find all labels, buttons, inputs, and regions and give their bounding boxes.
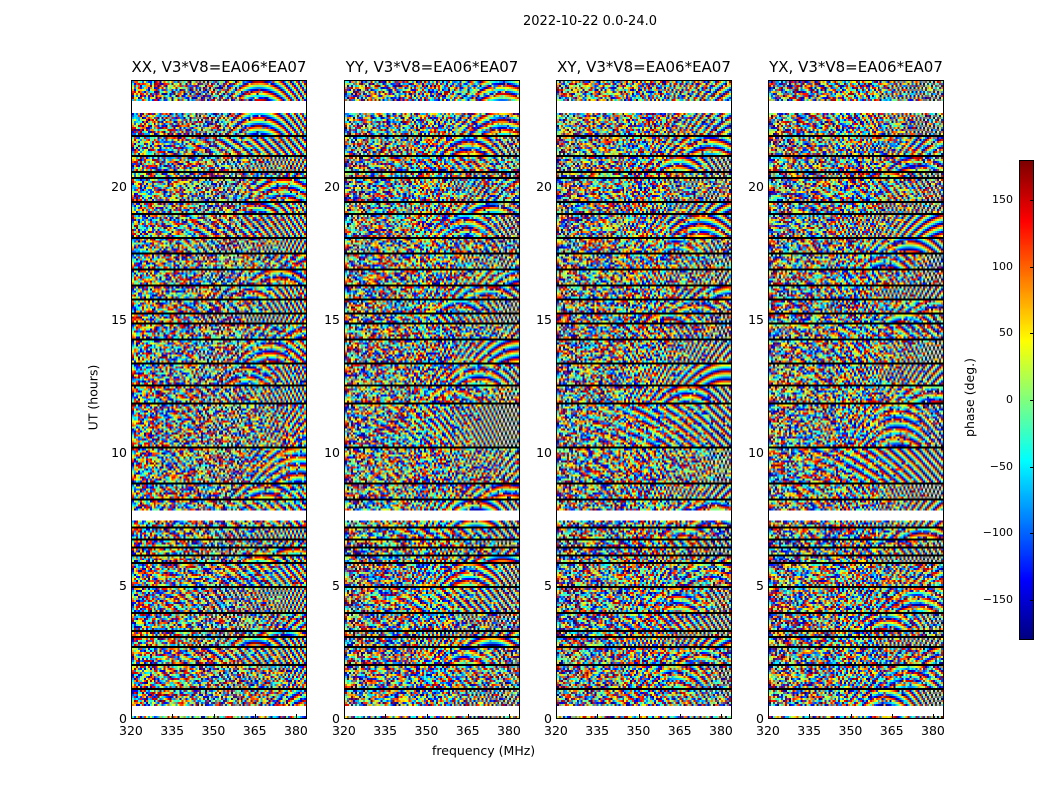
x-tick-label: 350 xyxy=(414,723,439,738)
x-tick-label: 380 xyxy=(709,723,733,738)
y-axis-label: UT (hours) xyxy=(85,364,101,431)
colorbar-tick-mark xyxy=(1030,600,1034,601)
x-tick-label: 365 xyxy=(455,723,480,738)
colorbar-tick-mark xyxy=(1030,333,1034,335)
y-tick-label: 10 xyxy=(324,444,340,460)
y-tick-label: 15 xyxy=(111,311,127,327)
y-tick-label: 15 xyxy=(536,311,552,327)
x-tick-label: 350 xyxy=(201,723,226,738)
heatmap-panel xyxy=(768,80,944,719)
heatmap-panel xyxy=(556,80,732,719)
x-tick-label: 335 xyxy=(797,723,822,738)
x-tick-label: 350 xyxy=(838,723,863,738)
x-tick-mark xyxy=(509,714,510,718)
y-tick-label: 0 xyxy=(119,711,127,726)
x-tick-mark xyxy=(809,714,811,718)
y-tick-label: 5 xyxy=(119,577,127,593)
y-tick-label: 20 xyxy=(536,178,552,194)
colorbar-tick-label: 150 xyxy=(992,193,1013,206)
x-tick-mark xyxy=(467,714,469,718)
x-tick-mark xyxy=(131,714,132,718)
x-tick-label: 350 xyxy=(626,723,651,738)
x-tick-label: 335 xyxy=(585,723,610,738)
y-tick-label: 20 xyxy=(324,178,340,194)
heatmap-image xyxy=(345,81,519,718)
y-tick-label: 10 xyxy=(536,444,552,460)
x-tick-mark xyxy=(638,714,640,718)
figure-title: 2022-10-22 0.0-24.0 xyxy=(523,14,657,29)
y-tick-label: 20 xyxy=(748,178,764,194)
y-tick-label: 10 xyxy=(111,444,127,460)
x-tick-label: 320 xyxy=(544,723,568,738)
y-tick-label: 15 xyxy=(748,311,764,327)
y-tick-label: 5 xyxy=(544,577,552,593)
colorbar-tick-mark xyxy=(1030,400,1034,401)
panel-title: XX, V3*V8=EA06*EA07 xyxy=(131,58,307,76)
panel-title: YX, V3*V8=EA06*EA07 xyxy=(769,58,943,76)
y-tick-label: 10 xyxy=(748,444,764,460)
x-tick-mark xyxy=(768,714,769,718)
x-tick-label: 380 xyxy=(497,723,521,738)
x-tick-mark xyxy=(721,714,722,718)
heatmap-panel xyxy=(344,80,520,719)
colorbar-tick-label: 100 xyxy=(992,259,1013,273)
x-tick-mark xyxy=(850,714,852,718)
heatmap-image xyxy=(132,81,306,718)
x-axis-label: frequency (MHz) xyxy=(432,743,536,758)
y-tick-label: 20 xyxy=(111,178,127,194)
colorbar-tick-label: 50 xyxy=(999,326,1013,340)
x-tick-mark xyxy=(385,714,387,718)
colorbar-tick-mark xyxy=(1030,466,1034,468)
x-tick-mark xyxy=(597,714,599,718)
colorbar-tick-mark xyxy=(1030,200,1034,201)
colorbar-tick-label: −100 xyxy=(982,526,1013,540)
x-tick-label: 320 xyxy=(332,723,356,738)
heatmap-image xyxy=(769,81,943,718)
x-tick-label: 320 xyxy=(119,723,143,738)
x-tick-label: 320 xyxy=(756,723,780,738)
y-tick-label: 5 xyxy=(756,577,764,593)
y-tick-label: 0 xyxy=(544,711,552,726)
x-tick-mark xyxy=(933,714,934,718)
y-tick-label: 0 xyxy=(332,711,340,726)
x-tick-label: 365 xyxy=(667,723,692,738)
x-tick-mark xyxy=(172,714,174,718)
y-tick-label: 0 xyxy=(756,711,764,726)
colorbar-tick-label: 0 xyxy=(1006,393,1013,406)
y-tick-label: 15 xyxy=(324,311,340,327)
x-tick-mark xyxy=(213,714,215,718)
heatmap-image xyxy=(557,81,731,718)
x-tick-mark xyxy=(254,714,256,718)
x-tick-label: 365 xyxy=(242,723,267,738)
x-tick-label: 365 xyxy=(879,723,904,738)
panel-title: XY, V3*V8=EA06*EA07 xyxy=(557,58,731,76)
x-tick-mark xyxy=(556,714,557,718)
y-tick-label: 5 xyxy=(332,577,340,593)
colorbar-tick-mark xyxy=(1030,266,1034,268)
heatmap-panel xyxy=(131,80,307,719)
x-tick-label: 335 xyxy=(373,723,398,738)
x-tick-mark xyxy=(679,714,681,718)
colorbar-tick-mark xyxy=(1030,533,1034,535)
colorbar-tick-label: −150 xyxy=(982,593,1013,606)
panel-title: YY, V3*V8=EA06*EA07 xyxy=(345,58,519,76)
x-tick-label: 335 xyxy=(160,723,185,738)
x-tick-mark xyxy=(891,714,893,718)
x-tick-mark xyxy=(426,714,428,718)
x-tick-label: 380 xyxy=(284,723,308,738)
x-tick-mark xyxy=(344,714,345,718)
x-tick-label: 380 xyxy=(921,723,945,738)
x-tick-mark xyxy=(296,714,297,718)
colorbar-tick-label: −50 xyxy=(989,459,1013,473)
